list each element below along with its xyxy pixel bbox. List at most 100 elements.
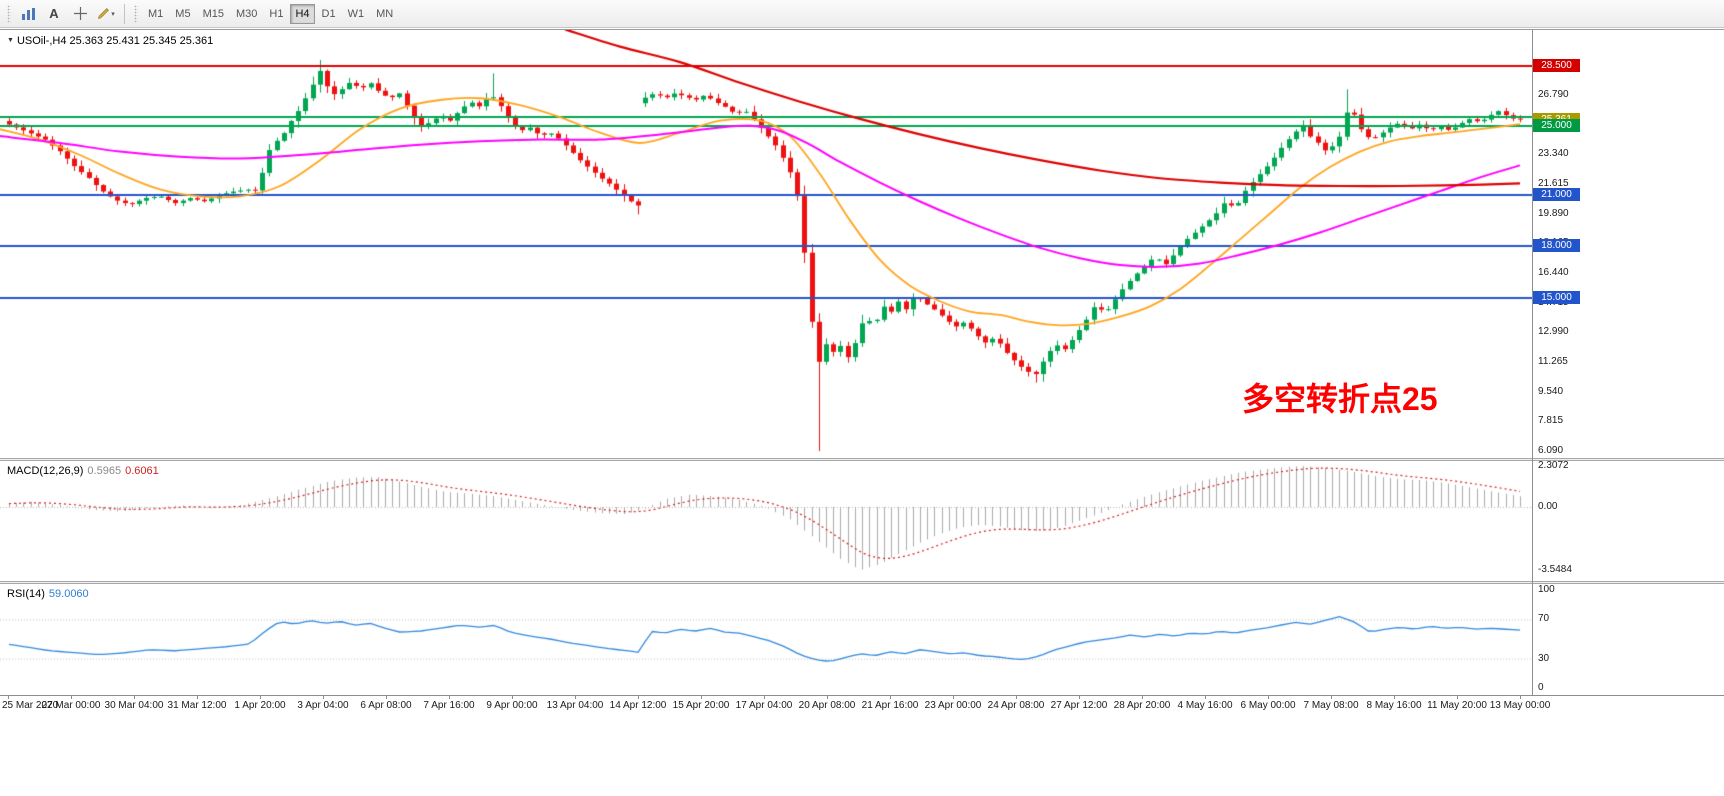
- scale-label: 7.815: [1538, 415, 1564, 427]
- time-scale-label: 7 May 08:00: [1303, 700, 1359, 711]
- scale-label: 0: [1538, 682, 1544, 693]
- time-scale-label: 13 Apr 04:00: [546, 700, 604, 711]
- time-scale-tick: [764, 696, 765, 699]
- time-scale-tick: [1016, 696, 1017, 699]
- price-line-badge: 18.000: [1533, 239, 1580, 253]
- scale-label: 16.440: [1538, 267, 1569, 279]
- price-line-badge: 21.000: [1533, 187, 1580, 201]
- time-scale-tick: [1205, 696, 1206, 699]
- timeframe-button-m30[interactable]: M30: [235, 7, 258, 20]
- pane-separator[interactable]: [0, 581, 1724, 584]
- text-tool-glyph: A: [49, 6, 59, 21]
- time-scale-tick: [827, 696, 828, 699]
- price-scale-border: [1532, 30, 1533, 715]
- scale-label: 23.340: [1538, 148, 1569, 160]
- rsi-canvas[interactable]: [0, 584, 1532, 694]
- time-scale-tick: [134, 696, 135, 699]
- chart-area: ▼ USOil-,H4 25.363 25.431 25.345 25.361 M…: [0, 28, 1724, 796]
- macd-canvas[interactable]: [0, 461, 1532, 581]
- time-scale-tick: [512, 696, 513, 699]
- rsi-name: RSI(14): [7, 588, 45, 600]
- time-scale-tick: [1394, 696, 1395, 699]
- new-chart-icon[interactable]: [15, 2, 41, 26]
- macd-signal-value: 0.6061: [125, 465, 159, 477]
- time-scale-tick: [1457, 696, 1458, 699]
- time-scale-tick: [575, 696, 576, 699]
- scale-label: 21.615: [1538, 178, 1569, 189]
- crosshair-icon[interactable]: [67, 2, 93, 26]
- time-scale-label: 13 May 00:00: [1489, 700, 1551, 711]
- time-scale-label: 14 Apr 12:00: [609, 700, 667, 711]
- time-scale-label: 27 Apr 12:00: [1050, 700, 1108, 711]
- toolbar-grip[interactable]: [7, 4, 11, 23]
- toolbar-grip[interactable]: [134, 4, 138, 23]
- timeframe-button-m5[interactable]: M5: [175, 7, 191, 20]
- time-scale-tick: [701, 696, 702, 699]
- timeframe-button-w1[interactable]: W1: [347, 7, 365, 20]
- time-scale-label: 6 Apr 08:00: [360, 700, 412, 711]
- time-scale-label: 21 Apr 16:00: [861, 700, 919, 711]
- time-scale-tick: [1520, 696, 1521, 699]
- scale-label: 70: [1538, 613, 1550, 625]
- time-scale[interactable]: 25 Mar 2020 27 Mar 00:00 30 Mar 04:00 31 Ma…: [0, 695, 1724, 716]
- scale-label: -3.5484: [1538, 564, 1572, 576]
- timeframe-button-h1[interactable]: H1: [269, 7, 284, 20]
- timeframe-button-group: M1 M5 M15 M30 H1 H4 D1 W1 MN: [142, 3, 399, 24]
- scale-label: 6.090: [1538, 445, 1564, 457]
- time-scale-label: 3 Apr 04:00: [297, 700, 349, 711]
- time-scale-tick: [8, 696, 9, 699]
- time-scale-tick: [71, 696, 72, 699]
- toolbar-separator: [124, 3, 125, 24]
- time-scale-tick: [1331, 696, 1332, 699]
- time-scale-label: 27 Mar 00:00: [41, 700, 101, 711]
- macd-main-value: 0.5965: [87, 465, 122, 477]
- timeframe-button-m1[interactable]: M1: [148, 7, 164, 20]
- time-scale-tick: [1268, 696, 1269, 699]
- time-scale-label: 6 May 00:00: [1240, 700, 1296, 711]
- time-scale-label: 4 May 16:00: [1177, 700, 1233, 711]
- scale-label: 11.265: [1538, 356, 1568, 368]
- toolbar: A ▾ M1 M5 M15 M30 H1 H4 D1 W1 MN: [0, 0, 1724, 28]
- symbol-ohlc-text: USOil-,H4 25.363 25.431 25.345 25.361: [16, 35, 214, 47]
- timeframe-button-d1[interactable]: D1: [321, 7, 336, 20]
- time-scale-label: 11 May 20:00: [1427, 700, 1487, 711]
- scale-label: 0.00: [1538, 501, 1558, 512]
- time-scale-label: 1 Apr 20:00: [234, 700, 286, 711]
- time-scale-label: 30 Mar 04:00: [104, 700, 164, 711]
- draw-tools-icon[interactable]: ▾: [93, 2, 119, 26]
- text-tool-icon[interactable]: A: [41, 2, 67, 26]
- macd-name: MACD(12,26,9): [7, 465, 84, 477]
- dropdown-caret-icon: ▾: [111, 10, 115, 18]
- time-scale-tick: [890, 696, 891, 699]
- time-scale-label: 9 Apr 00:00: [486, 700, 538, 711]
- price-line-badge: 15.000: [1533, 290, 1580, 304]
- rsi-indicator-label: RSI(14) 59.0060: [7, 588, 89, 600]
- timeframe-button-h4[interactable]: H4: [290, 3, 315, 24]
- scale-label: 30: [1538, 652, 1550, 664]
- macd-indicator-label: MACD(12,26,9) 0.5965 0.6061: [7, 465, 159, 477]
- time-scale-tick: [953, 696, 954, 699]
- time-scale-tick: [449, 696, 450, 699]
- time-scale-tick: [323, 696, 324, 699]
- time-scale-label: 8 May 16:00: [1366, 700, 1422, 711]
- time-scale-label: 24 Apr 08:00: [987, 700, 1045, 711]
- time-scale-label: 20 Apr 08:00: [798, 700, 856, 711]
- scale-label: 26.790: [1538, 89, 1569, 100]
- scale-label: 19.890: [1538, 207, 1569, 219]
- scale-label: 2.3072: [1538, 459, 1569, 471]
- time-scale-tick: [386, 696, 387, 699]
- pane-separator[interactable]: [0, 458, 1724, 461]
- rsi-value: 59.0060: [48, 588, 89, 600]
- scale-label: 9.540: [1538, 385, 1564, 397]
- price-line-badge: 25.000: [1533, 118, 1580, 132]
- time-scale-label: 31 Mar 12:00: [167, 700, 227, 711]
- chart-annotation-text[interactable]: 多空转折点25: [1242, 381, 1438, 417]
- timeframe-button-mn[interactable]: MN: [376, 7, 394, 20]
- time-scale-tick: [1142, 696, 1143, 699]
- time-scale-label: 28 Apr 20:00: [1113, 700, 1171, 711]
- time-scale-tick: [1079, 696, 1080, 699]
- timeframe-button-m15[interactable]: M15: [202, 7, 224, 20]
- scale-label: 100: [1538, 584, 1555, 595]
- main-chart-canvas[interactable]: [0, 30, 1532, 458]
